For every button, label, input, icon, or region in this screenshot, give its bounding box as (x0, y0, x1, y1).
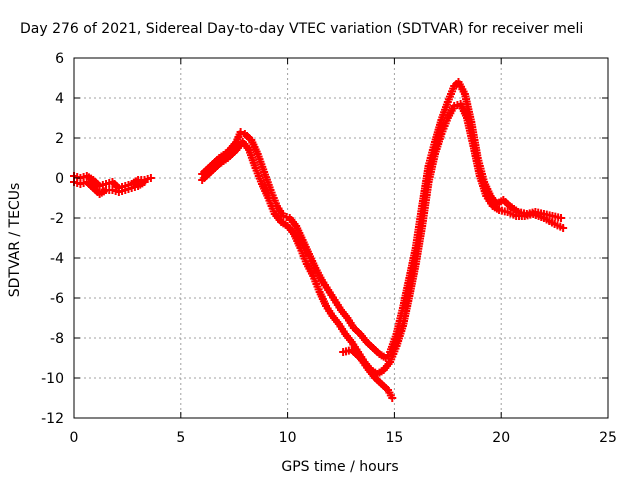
y-tick-label: -6 (50, 291, 64, 307)
x-tick-label: 20 (492, 430, 510, 446)
data-point (557, 214, 566, 222)
y-tick-label: -2 (50, 211, 64, 227)
data-points (70, 78, 568, 402)
y-tick-label: 4 (55, 91, 64, 107)
x-tick-label: 15 (385, 430, 403, 446)
x-tick-label: 5 (176, 430, 185, 446)
data-point (140, 178, 149, 186)
x-tick-label: 0 (70, 430, 79, 446)
data-point (388, 394, 397, 402)
data-point (559, 224, 568, 232)
y-tick-label: 0 (55, 171, 64, 187)
y-tick-label: 2 (55, 131, 64, 147)
data-point (146, 174, 155, 182)
plot-frame (73, 57, 609, 419)
y-tick-label: -10 (41, 371, 64, 387)
chart-title: Day 276 of 2021, Sidereal Day-to-day VTE… (20, 21, 583, 37)
x-tick-label: 25 (599, 430, 617, 446)
y-axis-label: SDTVAR / TECUs (7, 183, 23, 298)
y-tick-label: -12 (41, 411, 64, 427)
y-tick-label: -8 (50, 331, 64, 347)
y-tick-label: 6 (55, 51, 64, 67)
x-tick-label: 10 (279, 430, 297, 446)
grid-lines (74, 58, 608, 418)
y-tick-label: -4 (50, 251, 64, 267)
data-point (236, 128, 245, 136)
axis-ticks: 0 5 10 15 20 25 -12 -10 -8 -6 -4 -2 0 2 4 6 (41, 51, 617, 446)
x-axis-label: GPS time / hours (281, 459, 398, 475)
